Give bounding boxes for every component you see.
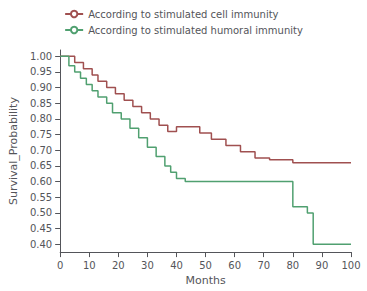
svg-text:0.90: 0.90 [30,82,52,93]
svg-text:0.85: 0.85 [30,98,52,109]
svg-text:10: 10 [83,260,96,271]
svg-text:Months: Months [185,274,225,287]
svg-text:50: 50 [199,260,212,271]
svg-text:20: 20 [112,260,125,271]
svg-text:Survival_Probability: Survival_Probability [7,97,20,205]
svg-text:0.70: 0.70 [30,145,52,156]
svg-text:70: 70 [257,260,270,271]
svg-text:1.00: 1.00 [30,51,52,62]
svg-text:100: 100 [341,260,360,271]
svg-text:60: 60 [228,260,241,271]
svg-text:0.65: 0.65 [30,160,52,171]
svg-text:0.95: 0.95 [30,66,52,77]
svg-text:40: 40 [170,260,183,271]
svg-text:0.80: 0.80 [30,113,52,124]
svg-text:80: 80 [286,260,299,271]
svg-text:According to stimulated cell i: According to stimulated cell immunity [88,9,278,20]
svg-text:0.55: 0.55 [30,192,52,203]
svg-text:90: 90 [316,260,329,271]
svg-text:0.40: 0.40 [30,239,52,250]
svg-text:0.50: 0.50 [30,207,52,218]
svg-text:0.45: 0.45 [30,223,52,234]
svg-text:30: 30 [141,260,154,271]
svg-text:0.60: 0.60 [30,176,52,187]
svg-text:0.75: 0.75 [30,129,52,140]
svg-text:0: 0 [57,260,63,271]
svg-text:According to stimulated humora: According to stimulated humoral immunity [88,25,303,36]
